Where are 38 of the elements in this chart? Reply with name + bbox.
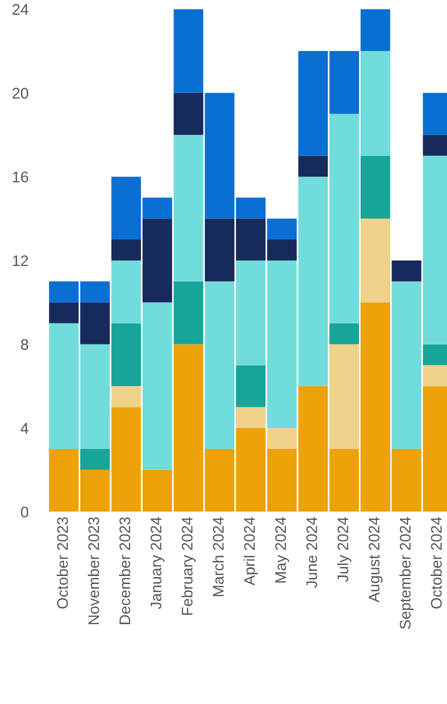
bar bbox=[236, 407, 266, 428]
bar bbox=[267, 428, 297, 449]
bar bbox=[267, 218, 297, 240]
bar bbox=[392, 260, 422, 282]
y-tick-label: 20 bbox=[12, 88, 28, 99]
x-tick-label: February 2024 bbox=[181, 517, 196, 615]
y-tick-label: 0 bbox=[20, 506, 28, 518]
x-tick-label: September 2024 bbox=[399, 517, 414, 629]
x-tick-label: December 2023 bbox=[119, 517, 130, 624]
x-tick-label: November 2023 bbox=[88, 517, 100, 624]
y-tick-label: 4 bbox=[20, 423, 28, 434]
x-tick-label: July 2024 bbox=[337, 517, 352, 582]
bar bbox=[329, 323, 360, 344]
bar bbox=[360, 9, 390, 52]
bar bbox=[174, 281, 204, 344]
bar bbox=[236, 365, 266, 408]
bar bbox=[360, 156, 390, 219]
x-tick-label: January 2024 bbox=[150, 517, 164, 610]
x-tick-label: October 2023 bbox=[56, 517, 68, 609]
bar bbox=[80, 448, 110, 470]
bar bbox=[111, 386, 141, 408]
x-tick-label: June 2024 bbox=[306, 517, 318, 588]
bar bbox=[111, 323, 141, 386]
bar bbox=[174, 92, 204, 135]
x-tick-label: August 2024 bbox=[368, 517, 382, 602]
x-tick-label: March 2024 bbox=[212, 517, 224, 596]
bar bbox=[298, 156, 328, 177]
bar bbox=[174, 134, 204, 282]
y-tick-label: 8 bbox=[21, 339, 28, 350]
bar bbox=[174, 9, 204, 93]
bar bbox=[360, 218, 390, 302]
x-tick-label: May 2024 bbox=[275, 517, 290, 583]
x-tick-label: October 2024 bbox=[430, 517, 442, 609]
x-tick-label: April 2024 bbox=[244, 517, 258, 586]
y-tick-label: 16 bbox=[13, 172, 28, 182]
y-tick-label: 24 bbox=[12, 4, 28, 15]
y-tick-label: 12 bbox=[13, 255, 28, 266]
bar bbox=[329, 344, 360, 449]
